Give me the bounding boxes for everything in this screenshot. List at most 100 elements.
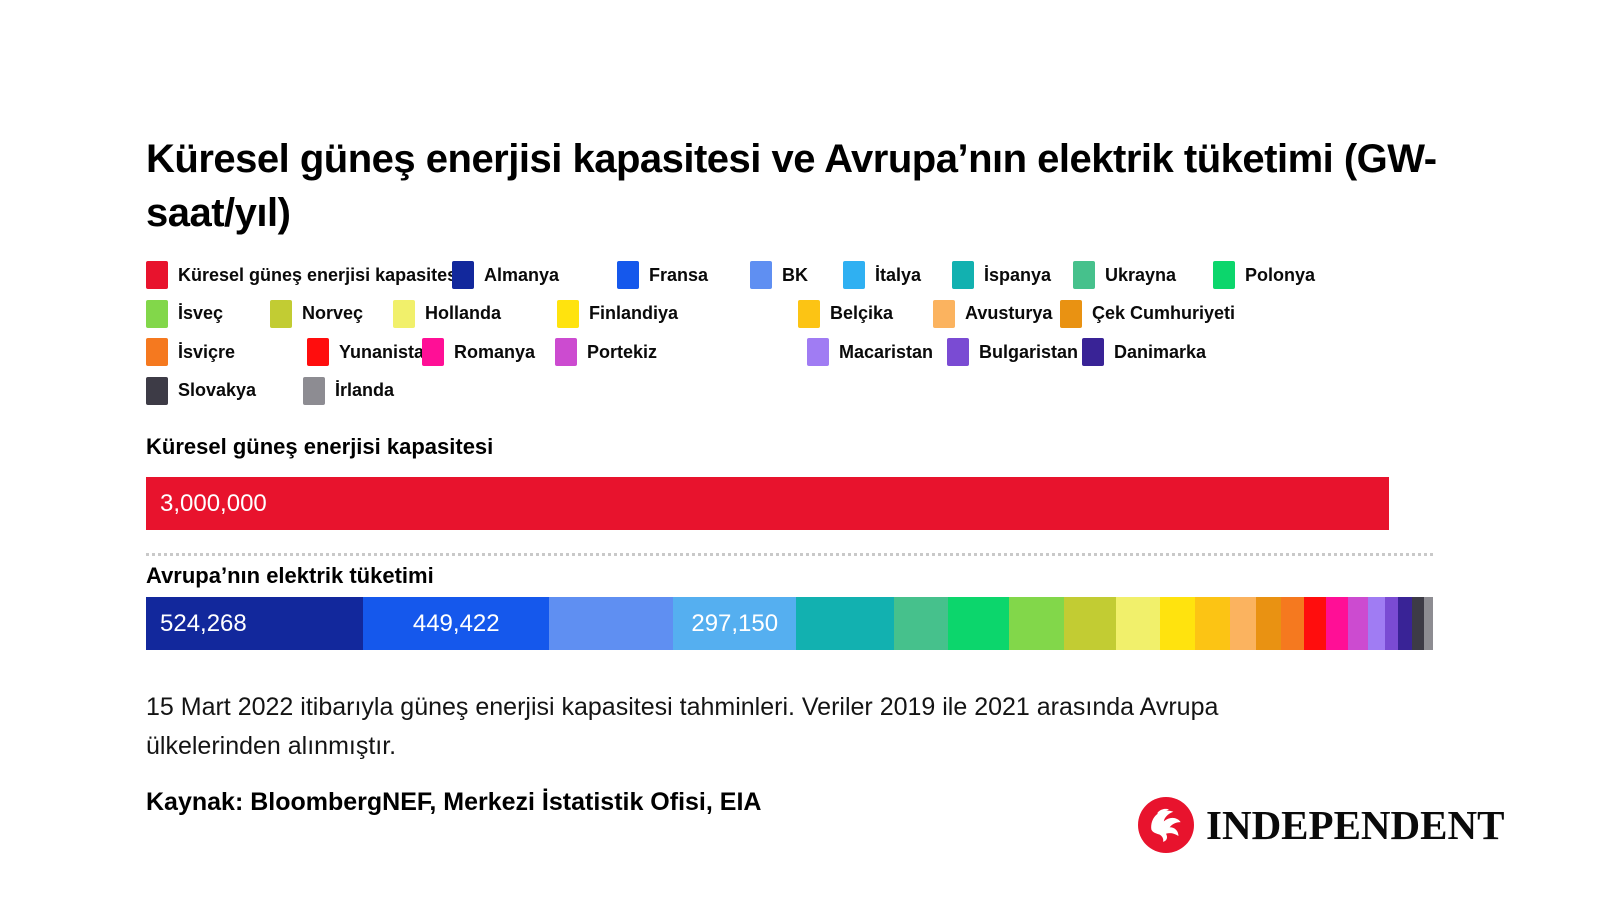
legend-label: İrlanda (335, 380, 395, 400)
legend-item: İsveç (146, 299, 223, 329)
consumption-segment-danimarka (1397, 597, 1413, 650)
legend-item: Bulgaristan (947, 337, 1078, 367)
legend-item: Danimarka (1082, 337, 1206, 367)
legend-swatch-icon (1082, 338, 1104, 366)
legend: Küresel güneş enerjisi kapasitesi Almanya… (146, 260, 1466, 410)
consumption-segment-bulgaristan (1384, 597, 1398, 650)
legend-label: Romanya (454, 341, 536, 362)
legend-swatch-icon (750, 261, 772, 289)
legend-swatch-icon (146, 376, 168, 405)
consumption-segment-norveç (1064, 597, 1117, 650)
legend-label: BK (782, 264, 808, 285)
legend-item: Almanya (452, 260, 559, 290)
consumption-segment-portekiz (1347, 597, 1368, 650)
legend-item: Belçika (798, 299, 893, 329)
consumption-segment-almanya: 524,268 (146, 597, 364, 650)
legend-swatch-icon (807, 338, 829, 366)
legend-item: Fransa (617, 260, 708, 290)
legend-item: Yunanistan (307, 337, 435, 367)
legend-item: Macaristan (807, 337, 933, 367)
legend-label: Macaristan (839, 341, 934, 362)
consumption-segment-bk (549, 597, 674, 650)
legend-swatch-icon (617, 261, 639, 289)
legend-item: İrlanda (303, 376, 394, 406)
legend-label: Yunanistan (339, 341, 436, 362)
dotted-separator (146, 553, 1433, 556)
legend-item: Polonya (1213, 260, 1315, 290)
legend-label: Polonya (1245, 264, 1316, 285)
legend-item: Slovakya (146, 376, 256, 406)
consumption-segment-romanya (1326, 597, 1348, 650)
consumption-segment-i̇sviçre (1281, 597, 1305, 650)
legend-swatch-icon (1060, 299, 1082, 328)
legend-swatch-icon (146, 338, 168, 366)
legend-label: Ukrayna (1105, 264, 1177, 285)
legend-label: İsveç (178, 303, 224, 323)
legend-swatch-icon (557, 299, 579, 328)
legend-swatch-icon (947, 338, 969, 366)
legend-swatch-icon (307, 338, 329, 366)
legend-label: Portekiz (587, 341, 658, 362)
legend-item: İtalya (843, 260, 921, 290)
legend-swatch-icon (843, 261, 865, 289)
legend-item: Norveç (270, 299, 363, 329)
legend-swatch-icon (933, 299, 955, 328)
legend-label: Bulgaristan (979, 341, 1079, 362)
consumption-segment-ukrayna (894, 597, 949, 650)
consumption-segment-i̇rlanda (1424, 597, 1433, 650)
legend-label: Küresel güneş enerjisi kapasitesi (178, 264, 463, 285)
capacity-bar: 3,000,000 (146, 477, 1389, 530)
legend-label: Slovakya (178, 380, 257, 400)
consumption-segment-çek-cumhuriyeti (1256, 597, 1282, 650)
consumption-segment-i̇talya: 297,150 (673, 597, 797, 650)
legend-item: BK (750, 260, 808, 290)
legend-item: Ukrayna (1073, 260, 1176, 290)
legend-label: Avusturya (965, 303, 1053, 323)
legend-swatch-icon (393, 299, 415, 328)
legend-swatch-icon (1073, 261, 1095, 289)
legend-label: İspanya (984, 264, 1052, 285)
consumption-segment-polonya (948, 597, 1010, 650)
legend-swatch-icon (1213, 261, 1235, 289)
capacity-bar-segment: 3,000,000 (146, 477, 1389, 530)
source-text: Kaynak: BloombergNEF, Merkezi İstatistik… (146, 788, 762, 816)
consumption-segment-i̇sveç (1009, 597, 1065, 650)
legend-swatch-icon (303, 376, 325, 405)
eagle-icon (1138, 797, 1194, 853)
legend-item: Küresel güneş enerjisi kapasitesi (146, 260, 462, 290)
consumption-segment-belçika (1194, 597, 1230, 650)
legend-label: Hollanda (425, 303, 502, 323)
consumption-segment-i̇spanya (796, 597, 895, 650)
legend-item: Hollanda (393, 299, 501, 329)
legend-item: İspanya (952, 260, 1051, 290)
legend-label: Belçika (830, 303, 894, 323)
legend-item: Romanya (422, 337, 535, 367)
page-title: Küresel güneş enerjisi kapasitesi ve Avr… (146, 137, 1437, 235)
legend-item: Çek Cumhuriyeti (1060, 299, 1235, 329)
legend-label: Fransa (649, 264, 709, 285)
consumption-segment-fransa: 449,422 (363, 597, 550, 650)
legend-label: İtalya (875, 264, 922, 285)
consumption-segment-finlandiya (1159, 597, 1195, 650)
consumption-segment-avusturya (1229, 597, 1257, 650)
consumption-stacked-bar: 524,268 449,422 297,150 (146, 597, 1433, 650)
consumption-section-header: Avrupa’nın elektrik tüketimi (146, 563, 434, 588)
legend-label: Çek Cumhuriyeti (1092, 303, 1236, 323)
legend-swatch-icon (270, 299, 292, 328)
independent-logo: INDEPENDENT (1138, 797, 1504, 853)
legend-item: Finlandiya (557, 299, 678, 329)
legend-label: Norveç (302, 303, 364, 323)
legend-swatch-icon (146, 261, 168, 289)
legend-swatch-icon (952, 261, 974, 289)
capacity-section-header: Küresel güneş enerjisi kapasitesi (146, 434, 494, 459)
legend-swatch-icon (422, 338, 444, 366)
legend-label: Finlandiya (589, 303, 679, 323)
footnote-text: 15 Mart 2022 itibarıyla güneş enerjisi k… (146, 693, 1219, 760)
legend-item: İsviçre (146, 337, 235, 367)
legend-swatch-icon (798, 299, 820, 328)
legend-label: İsviçre (178, 341, 236, 362)
legend-item: Portekiz (555, 337, 657, 367)
legend-label: Almanya (484, 264, 560, 285)
legend-swatch-icon (555, 338, 577, 366)
consumption-segment-value-label: 449,422 (412, 609, 500, 637)
